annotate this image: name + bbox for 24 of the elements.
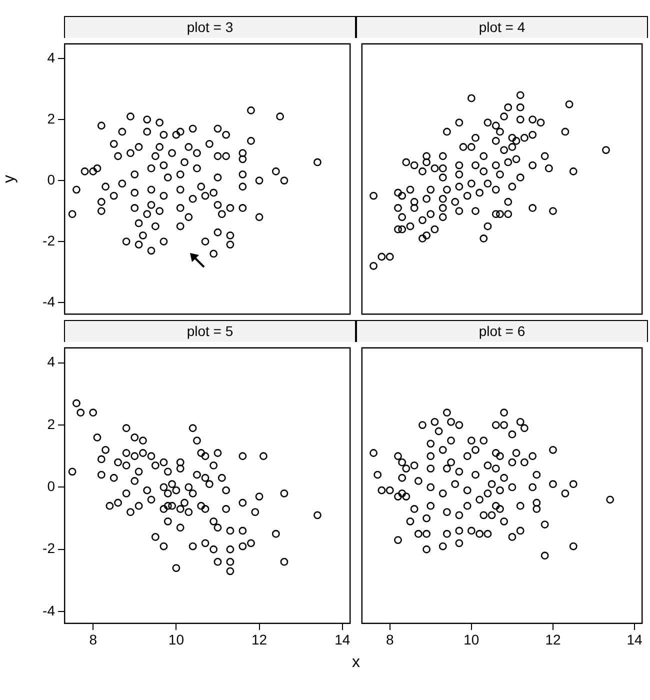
x-tick-label: 12	[252, 631, 268, 648]
y-axis-title: y	[1, 175, 19, 183]
chart-title: plot = 3	[64, 16, 356, 38]
y-tick-label: 2	[47, 110, 56, 126]
x-tick-label: 12	[545, 631, 561, 648]
y-tick-label: -2	[42, 540, 56, 556]
y-tick-label: -4	[42, 602, 56, 618]
x-tick-label: 14	[626, 631, 643, 648]
y-tick-label: 2	[47, 416, 56, 432]
chart-title: plot = 6	[356, 320, 648, 342]
y-tick-label: 4	[47, 49, 56, 66]
x-tick-label: 10	[168, 631, 184, 648]
x-tick-label: 10	[464, 631, 480, 648]
x-tick-label: 14	[334, 631, 350, 648]
chart-title: plot = 5	[64, 320, 356, 342]
chart-title: plot = 4	[356, 16, 648, 38]
y-tick-label: 4	[47, 354, 56, 370]
y-tick-label: 0	[47, 478, 56, 494]
x-axis-title: x	[352, 654, 360, 672]
y-tick-label: -4	[42, 293, 56, 310]
y-tick-label: 0	[47, 171, 56, 188]
x-tick-label: 8	[386, 631, 394, 648]
y-tick-label: -2	[42, 232, 56, 248]
x-tick-label: 8	[89, 631, 98, 648]
